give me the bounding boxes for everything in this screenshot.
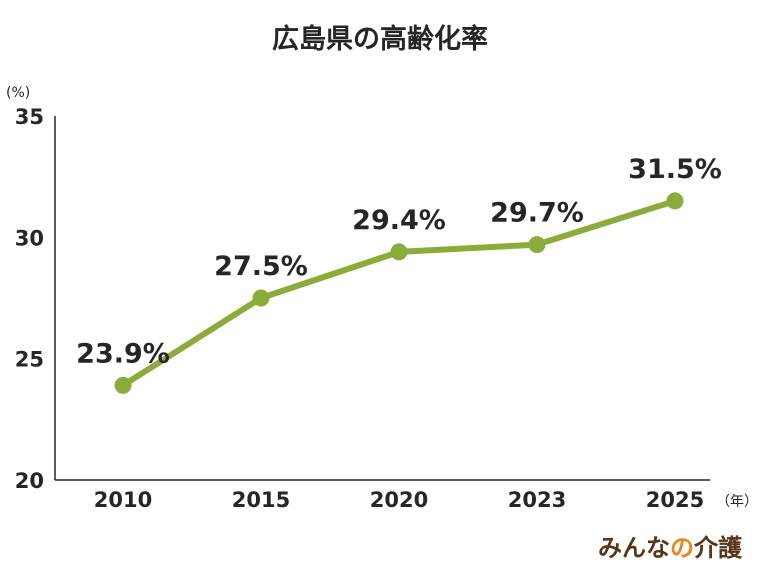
brand-logo: みんなの介護: [598, 534, 743, 562]
x-tick-label: 2025: [646, 488, 704, 512]
data-point: [114, 376, 132, 394]
brand-logo-part3: 介護: [693, 534, 743, 562]
x-tick-label: 2010: [94, 488, 152, 512]
data-point: [528, 236, 546, 254]
chart-title: 広島県の高齢化率: [272, 23, 488, 55]
y-tick-label: 35: [15, 105, 44, 129]
x-tick-label: 2020: [370, 488, 428, 512]
data-label: 31.5%: [628, 154, 722, 185]
y-axis-unit: (%): [6, 85, 30, 101]
y-axis-ticks: 20 25 30 35: [15, 105, 44, 493]
data-labels: 23.9% 27.5% 29.4% 29.7% 31.5%: [76, 154, 722, 369]
x-axis-unit: （年）: [716, 494, 758, 510]
x-tick-label: 2023: [508, 488, 566, 512]
data-point: [252, 289, 270, 307]
data-points: [114, 192, 684, 394]
x-tick-label: 2015: [232, 488, 290, 512]
axes: [54, 116, 710, 481]
brand-logo-part2: の: [670, 534, 694, 562]
y-tick-label: 20: [15, 469, 44, 493]
brand-logo-part1: みんな: [598, 534, 670, 562]
data-label: 29.4%: [352, 205, 446, 236]
data-label: 29.7%: [490, 198, 584, 229]
y-tick-label: 25: [15, 348, 44, 372]
data-point: [666, 192, 684, 210]
data-label: 27.5%: [214, 251, 308, 282]
y-tick-label: 30: [15, 226, 44, 250]
data-point: [390, 243, 408, 261]
data-label: 23.9%: [76, 338, 170, 369]
x-axis-ticks: 2010 2015 2020 2023 2025: [94, 488, 704, 512]
